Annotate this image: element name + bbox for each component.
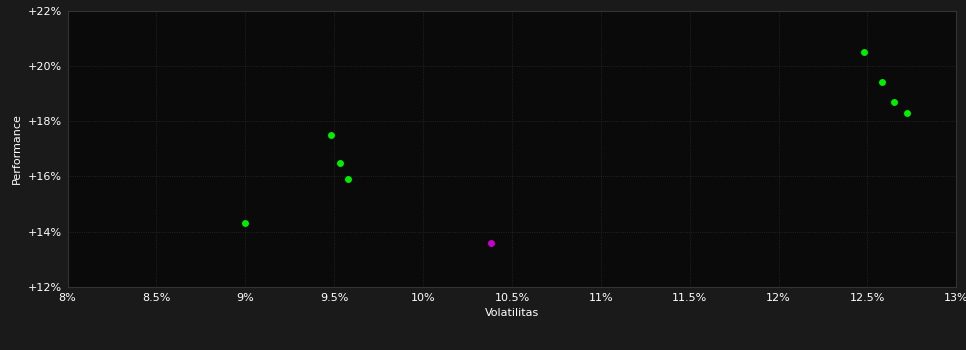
Y-axis label: Performance: Performance: [13, 113, 22, 184]
X-axis label: Volatilitas: Volatilitas: [485, 308, 539, 318]
